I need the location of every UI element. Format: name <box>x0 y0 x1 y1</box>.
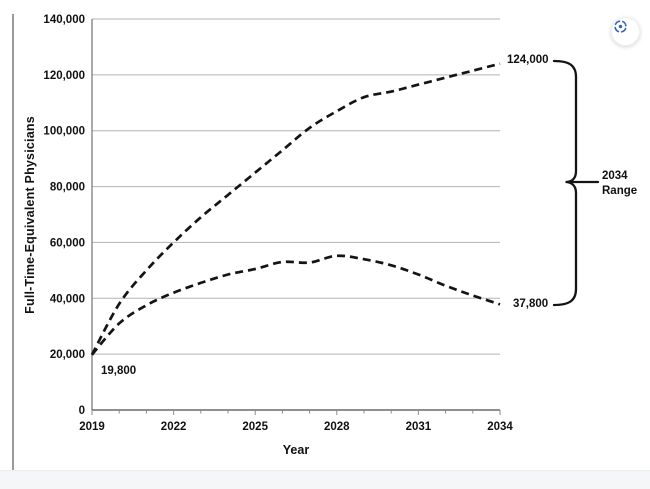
range-annotation-word: Range <box>602 185 638 197</box>
y-tick-label: 20,000 <box>50 349 85 361</box>
y-tick-label: 80,000 <box>50 182 85 194</box>
x-tick-label: 2028 <box>324 421 350 433</box>
low-end-annotation: 37,800 <box>513 298 549 310</box>
image-search-lens-icon <box>614 20 627 33</box>
x-tick-label: 2025 <box>242 421 268 433</box>
image-search-button[interactable] <box>611 17 640 46</box>
y-tick-label: 60,000 <box>50 237 85 249</box>
start-value-annotation: 19,800 <box>101 365 137 377</box>
high-end-annotation: 124,000 <box>507 54 549 66</box>
x-tick-label: 2019 <box>79 421 105 433</box>
y-tick-label: 40,000 <box>50 293 85 305</box>
chart-canvas: 0 20,000 40,000 60,000 80,000 100,000 120,000 1… <box>43 14 600 433</box>
physician-shortage-chart: 0 20,000 40,000 60,000 80,000 100,000 120,000 1… <box>23 14 637 457</box>
y-tick-label: 120,000 <box>43 70 85 82</box>
high-projection-line <box>90 62 501 356</box>
x-axis-title: Year <box>282 443 310 457</box>
y-tick-label: 140,000 <box>43 14 85 26</box>
x-tick-label: 2034 <box>487 421 513 433</box>
low-projection-line <box>90 254 501 356</box>
page-bottom-strip <box>0 470 650 489</box>
range-annotation-year: 2034 <box>602 170 628 182</box>
page-left-border <box>12 14 14 470</box>
y-axis-title: Full-Time-Equivalent Physicians <box>23 116 37 314</box>
x-tick-label: 2031 <box>406 421 432 433</box>
y-tick-label: 0 <box>79 405 85 417</box>
y-tick-label: 100,000 <box>43 126 85 138</box>
x-tick-label: 2022 <box>161 421 187 433</box>
range-annotation: 2034 Range <box>602 169 637 199</box>
range-bracket <box>552 59 578 307</box>
